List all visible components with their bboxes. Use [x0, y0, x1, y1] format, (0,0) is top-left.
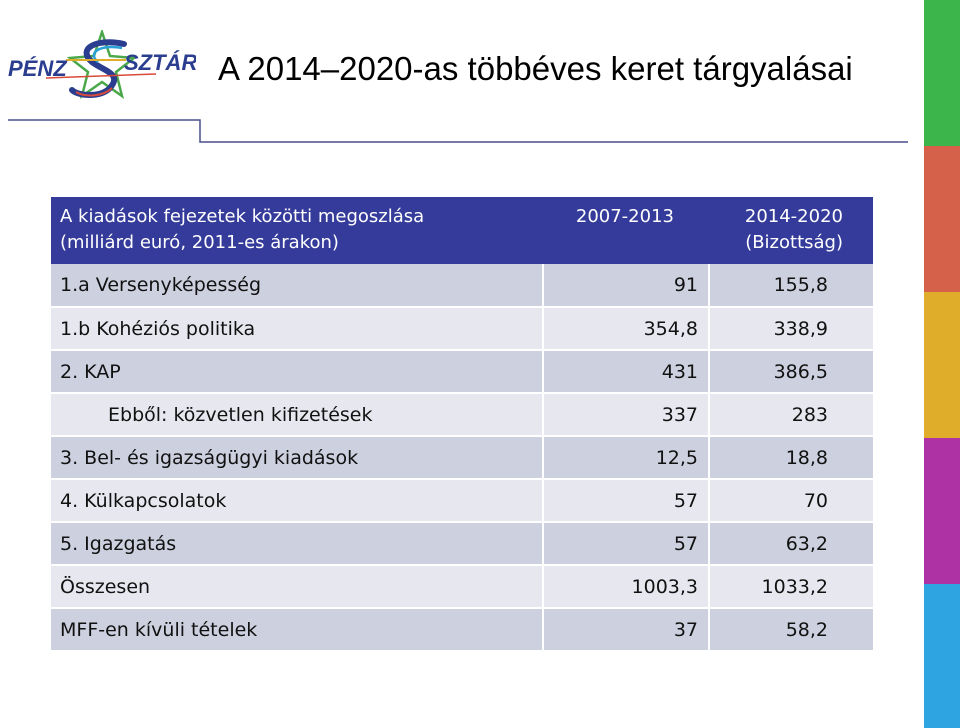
table-row: Összesen 1003,3 1033,2	[51, 565, 873, 609]
color-bar-red	[924, 146, 960, 292]
title-divider	[8, 119, 908, 143]
row-label: Összesen	[51, 565, 543, 609]
logo-text-right: SZTÁR	[124, 50, 196, 75]
row-value-2007-2013: 1003,3	[542, 565, 709, 609]
header-col2-line2: (Bizottság)	[745, 232, 843, 253]
row-value-2007-2013: 12,5	[542, 436, 709, 480]
decorative-color-bar	[924, 0, 960, 728]
page-title: A 2014–2020-as többéves keret tárgyalása…	[218, 50, 853, 87]
table-row: 1.b Kohéziós politika 354,8 338,9	[51, 307, 873, 351]
row-value-2007-2013: 57	[542, 522, 709, 566]
row-value-2014-2020: 386,5	[708, 350, 873, 394]
table-header-row: A kiadások fejezetek közötti megoszlása …	[51, 197, 873, 264]
row-label: 5. Igazgatás	[51, 522, 543, 566]
header-label-line2: (milliárd euró, 2011-es árakon)	[60, 232, 339, 253]
row-label: Ebből: közvetlen kifizetések	[51, 393, 543, 437]
row-value-2014-2020: 1033,2	[708, 565, 873, 609]
table-row: 2. KAP 431 386,5	[51, 350, 873, 394]
color-bar-yellow	[924, 292, 960, 438]
color-bar-green	[924, 0, 960, 146]
header-col2-line1: 2014-2020	[744, 206, 843, 227]
row-value-2007-2013: 337	[542, 393, 709, 437]
header-label-line1: A kiadások fejezetek közötti megoszlása	[60, 206, 425, 227]
row-value-2014-2020: 338,9	[708, 307, 873, 351]
row-value-2014-2020: 18,8	[708, 436, 873, 480]
table-row: MFF-en kívüli tételek 37 58,2	[51, 608, 873, 652]
row-value-2007-2013: 57	[542, 479, 709, 523]
row-label: 1.b Kohéziós politika	[51, 307, 543, 351]
color-bar-blue	[924, 584, 960, 728]
row-label: 4. Külkapcsolatok	[51, 479, 543, 523]
row-label: 1.a Versenyképesség	[51, 264, 543, 308]
table-row: 4. Külkapcsolatok 57 70	[51, 479, 873, 523]
budget-table: A kiadások fejezetek közötti megoszlása …	[51, 197, 873, 652]
logo-text-left: PÉNZ	[8, 56, 68, 81]
row-value-2014-2020: 70	[708, 479, 873, 523]
header-label: A kiadások fejezetek közötti megoszlása …	[51, 197, 543, 264]
row-label: 2. KAP	[51, 350, 543, 394]
row-value-2007-2013: 354,8	[542, 307, 709, 351]
row-value-2014-2020: 58,2	[708, 608, 873, 652]
logo: PÉNZ SZTÁR	[6, 28, 197, 106]
row-label: MFF-en kívüli tételek	[51, 608, 543, 652]
color-bar-purple	[924, 438, 960, 584]
row-value-2007-2013: 91	[542, 264, 709, 308]
row-value-2014-2020: 283	[708, 393, 873, 437]
row-value-2014-2020: 155,8	[708, 264, 873, 308]
row-value-2007-2013: 431	[542, 350, 709, 394]
table-row: 3. Bel- és igazságügyi kiadások 12,5 18,…	[51, 436, 873, 480]
table-row: 1.a Versenyképesség 91 155,8	[51, 264, 873, 308]
table-row: Ebből: közvetlen kifizetések 337 283	[51, 393, 873, 437]
star-s-logo-icon: PÉNZ SZTÁR	[8, 28, 197, 99]
row-label: 3. Bel- és igazságügyi kiadások	[51, 436, 543, 480]
header-col-2014-2020: 2014-2020 (Bizottság)	[709, 197, 873, 264]
table-row: 5. Igazgatás 57 63,2	[51, 522, 873, 566]
row-value-2014-2020: 63,2	[708, 522, 873, 566]
header-col-2007-2013: 2007-2013	[543, 197, 709, 264]
row-value-2007-2013: 37	[542, 608, 709, 652]
